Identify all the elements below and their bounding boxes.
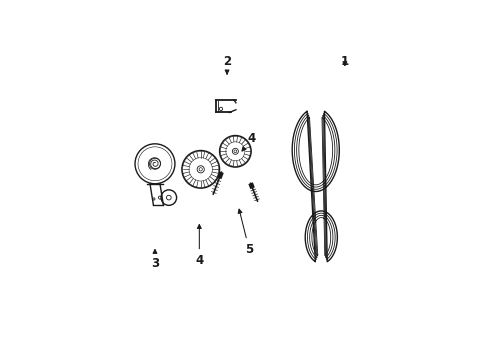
Text: 5: 5 [238, 209, 253, 256]
Text: 4: 4 [195, 225, 203, 267]
Text: 4: 4 [242, 132, 256, 151]
Text: 3: 3 [151, 249, 159, 270]
Text: 1: 1 [340, 55, 348, 68]
Text: 2: 2 [223, 55, 231, 74]
